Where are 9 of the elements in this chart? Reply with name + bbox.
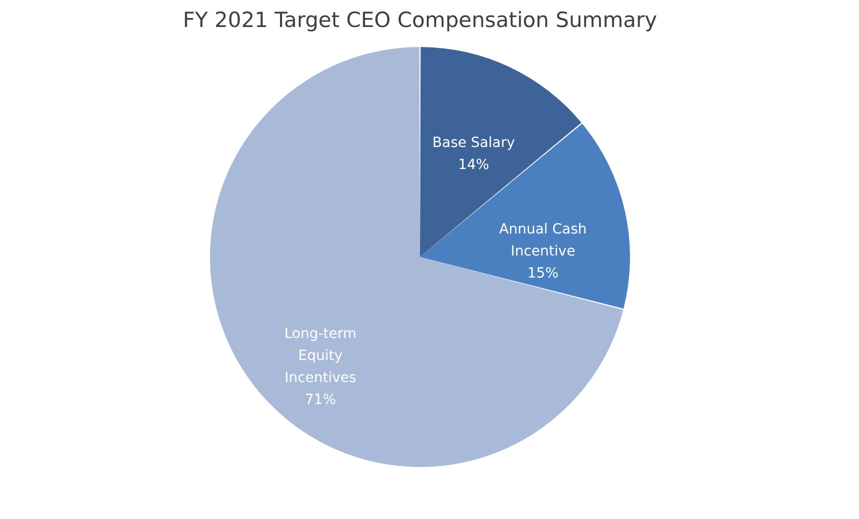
data-label: 14% — [458, 156, 490, 173]
slice-label: Annual Cash Incentive — [499, 222, 587, 260]
data-label: 15% — [527, 266, 559, 282]
chart-title: FY 2021 Target CEO Compensation Summary — [182, 8, 658, 32]
data-label: 71% — [304, 392, 336, 408]
slice-label: Long-term Equity Incentives — [284, 326, 357, 386]
pie-slice — [210, 47, 624, 467]
slice-label: Base Salary — [432, 134, 515, 151]
pie-slice — [420, 124, 630, 309]
